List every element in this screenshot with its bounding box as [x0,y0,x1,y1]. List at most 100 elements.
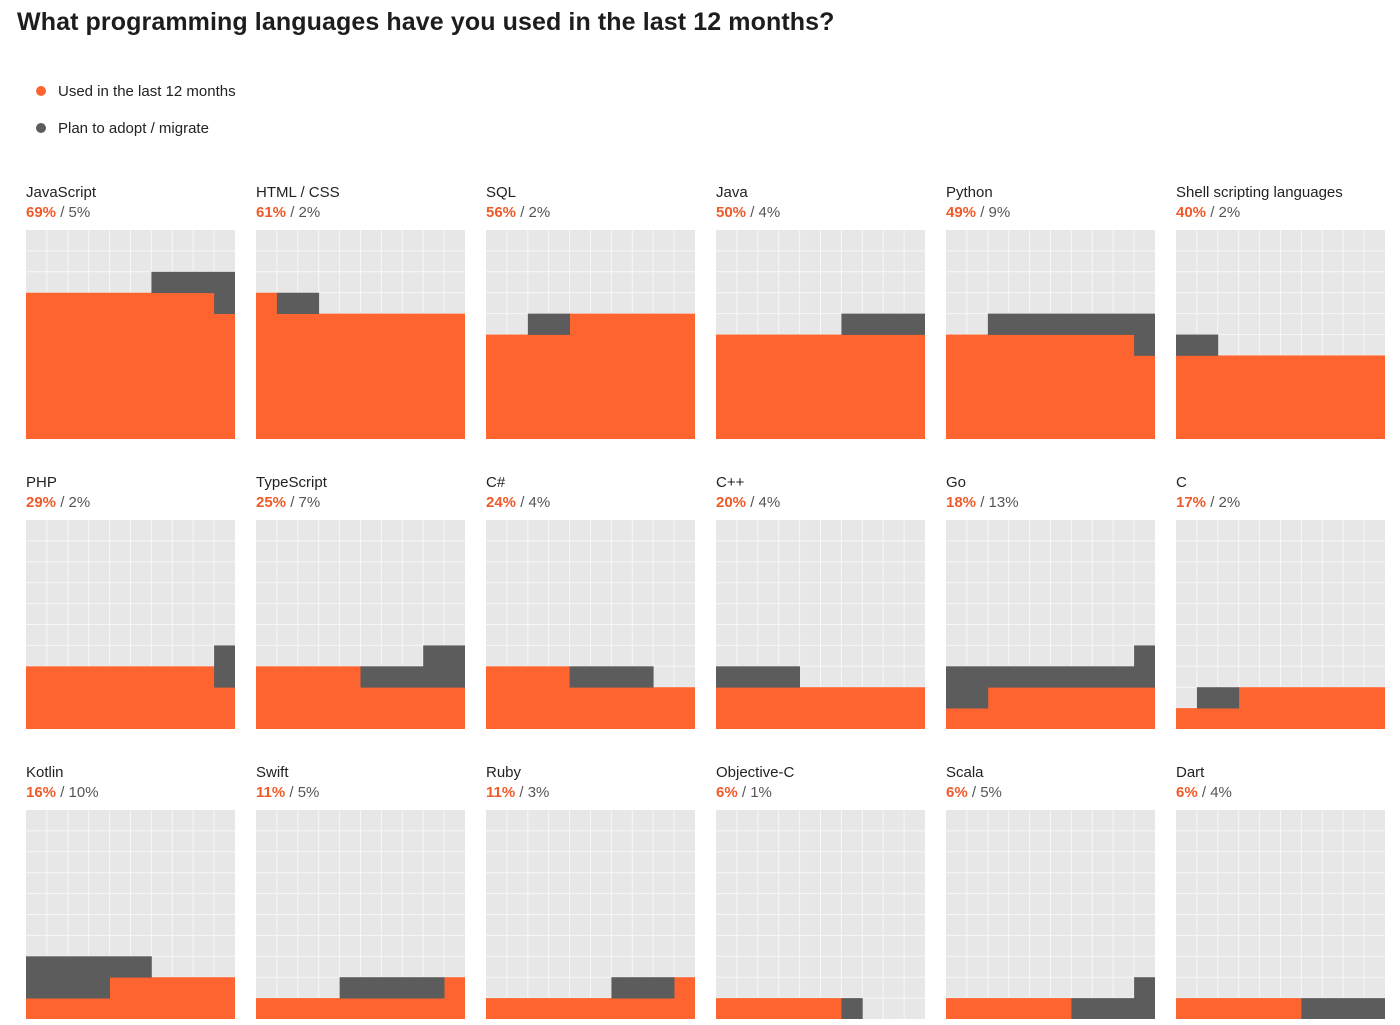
waffle-cell-plan [1029,666,1051,688]
waffle-cell-used [109,687,131,709]
waffle-cell-plan [611,977,633,999]
waffle-cell-used [339,418,361,439]
waffle-cell-used [1259,708,1281,729]
waffle-cell-used [841,708,863,729]
waffle-cell-used [276,666,299,688]
waffle-cell-used [716,708,738,729]
waffle-cell-used [130,977,152,999]
waffle-cell-used [109,334,131,356]
waffle-cell-used [778,418,800,439]
waffle-cell-used [193,418,215,439]
waffle-cell-used [883,355,905,377]
waffle-cell-used [1134,355,1155,377]
waffle-cell-used [799,334,821,356]
waffle-cell-used [799,355,821,377]
waffle-cell-used [486,687,508,709]
waffle-cell-used [1364,397,1385,419]
waffle-cell-plan [527,313,550,335]
waffle-cell-used [67,708,90,729]
tile-plan-percent: / 4% [746,494,781,511]
waffle-cell-used [423,376,445,398]
waffle-cell-used [214,355,235,377]
tile-language-name: C [1176,474,1187,491]
waffle-cell-used [214,376,235,398]
waffle-cell-used [193,355,215,377]
waffle-cell-used [736,397,759,419]
waffle-cell-used [26,666,48,688]
waffle-cell-used [736,376,759,398]
tile-values: 6% / 5% [946,783,1156,803]
waffle-cell-used [444,708,465,729]
waffle-cell-used [1343,355,1365,377]
waffle-cell-used [527,708,550,729]
tile-values: 61% / 2% [256,203,466,223]
waffle-cell-used [569,313,591,335]
waffle-cell-used [883,376,905,398]
waffle-cell-used [109,376,131,398]
waffle-cell-used [318,708,340,729]
waffle-cell-used [1071,418,1093,439]
waffle-cell-used [904,397,925,419]
tile-used-percent: 17% [1176,494,1207,511]
waffle-cell-used [1322,376,1344,398]
waffle-cell-used [778,397,800,419]
waffle-cell-plan [1364,998,1385,1019]
waffle-cell-used [172,977,194,999]
waffle-cell-used [402,418,424,439]
waffle-cell-used [381,376,403,398]
waffle-cell-used [841,418,863,439]
waffle-tile: C++ 20% / 4% [716,473,926,729]
tile-plan-percent: / 4% [516,494,551,511]
waffle-cell-used [381,355,403,377]
waffle-cell-used [1092,418,1114,439]
waffle-cell-used [611,418,633,439]
waffle-cell-plan [946,666,968,688]
waffle-cell-plan [1071,313,1093,335]
waffle-cell-used [1280,998,1302,1019]
waffle-cell-used [1322,355,1344,377]
waffle-cell-plan [987,666,1010,688]
waffle-cell-used [987,418,1010,439]
waffle-cell-used [318,687,340,709]
waffle-cell-used [151,292,173,314]
waffle-cell-used [381,998,403,1019]
tile-used-percent: 25% [256,494,287,511]
waffle-cell-used [423,998,445,1019]
waffle-tile: Dart 6% / 4% [1176,763,1386,1019]
waffle-cell-plan [757,666,780,688]
tile-used-percent: 11% [486,784,516,801]
waffle-cell-plan [423,645,445,667]
waffle-cell-used [381,334,403,356]
waffle-cell-used [297,687,320,709]
waffle-cell-used [1259,376,1281,398]
waffle-cell-used [193,313,215,335]
waffle-cell-plan [214,292,235,314]
tile-plan-percent: / 3% [515,784,550,801]
waffle-cell-used [569,334,591,356]
waffle-cell-used [862,334,884,356]
waffle-cell-used [109,313,131,335]
waffle-cell-used [527,687,550,709]
waffle-cell-plan [1343,998,1365,1019]
waffle-cell-used [88,355,110,377]
waffle-cell-used [486,418,508,439]
waffle-cell-used [88,666,110,688]
tile-plan-percent: / 4% [1197,784,1232,801]
waffle-grid [946,230,1155,439]
waffle-cell-used [130,687,152,709]
waffle-cell-used [1008,998,1030,1019]
tile-used-percent: 29% [26,494,57,511]
waffle-grid [1176,810,1385,1019]
waffle-cell-plan [904,313,925,335]
waffle-cell-used [486,708,508,729]
waffle-cell-used [1029,397,1051,419]
waffle-cell-used [820,708,842,729]
waffle-cell-used [1050,376,1072,398]
waffle-tile: Swift 11% / 5% [256,763,466,1019]
waffle-cell-plan [611,666,633,688]
waffle-cell-used [486,666,508,688]
waffle-cell-used [276,355,299,377]
waffle-cell-used [611,708,633,729]
waffle-cell-plan [88,977,110,999]
waffle-grid [256,520,465,729]
